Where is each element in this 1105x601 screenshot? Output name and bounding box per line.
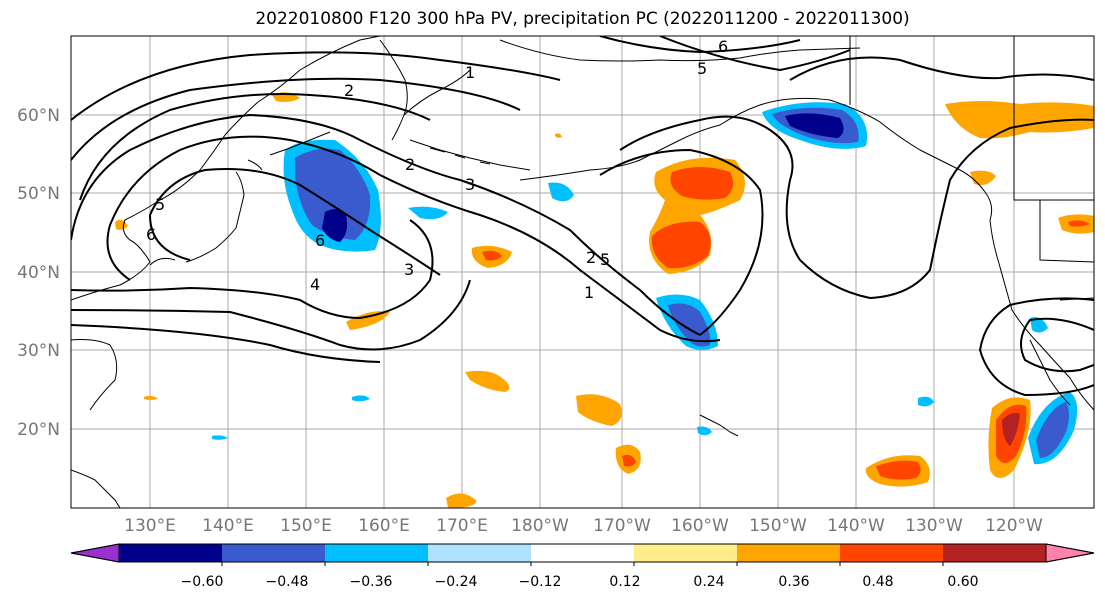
lat-label: 40°N	[17, 263, 60, 283]
colorbar-segment	[840, 544, 944, 562]
lon-label: 180°W	[511, 516, 569, 536]
political-borders	[849, 36, 1094, 301]
lon-label: 160°W	[671, 516, 729, 536]
colorbar-tick-label: −0.12	[519, 574, 562, 590]
map-frame	[70, 35, 1095, 509]
colorbar-tick-label: 0.36	[778, 574, 809, 590]
colorbar-tick-label: −0.24	[435, 574, 478, 590]
colorbar-segment	[737, 544, 841, 562]
contour-label: 2	[344, 81, 354, 100]
colorbar	[70, 543, 1095, 566]
colorbar-segment	[222, 544, 326, 562]
colorbar-extend-max	[1045, 543, 1095, 563]
colorbar-extend-min	[70, 543, 120, 563]
lon-label: 150°E	[280, 516, 332, 536]
contour-labels: 2 1 6 5 5 6 6 2 3 4 3 1 5 2	[146, 37, 728, 302]
colorbar-outline	[70, 543, 1095, 563]
contour-label: 3	[404, 260, 414, 279]
colorbar-tick-label: 0.60	[947, 574, 978, 590]
colorbar-tick-label: −0.36	[350, 574, 393, 590]
longitude-labels: 130°E 140°E 150°E 160°E 170°E 180°W 170°…	[124, 516, 1043, 536]
contour-label: 6	[315, 231, 325, 250]
colorbar-segment	[119, 544, 223, 562]
contour-label: 5	[697, 59, 707, 78]
contour-label: 4	[310, 275, 320, 294]
lon-label: 130°W	[905, 516, 963, 536]
lat-label: 30°N	[17, 341, 60, 361]
colorbar-segment	[325, 544, 429, 562]
pv-contours	[71, 36, 1094, 397]
colorbar-tick-label: −0.48	[266, 574, 309, 590]
colorbar-segment	[428, 544, 532, 562]
contour-label: 2	[586, 248, 596, 267]
lat-label: 20°N	[17, 420, 60, 440]
lon-label: 170°E	[436, 516, 488, 536]
contour-label: 5	[600, 250, 610, 269]
precipitation-shading	[115, 92, 1094, 508]
colorbar-segment	[634, 544, 738, 562]
lon-label: 150°W	[749, 516, 807, 536]
lon-label: 170°W	[593, 516, 651, 536]
colorbar-tick-label: 0.12	[609, 574, 640, 590]
lon-label: 140°W	[827, 516, 885, 536]
colorbar-tick-label: 0.48	[862, 574, 893, 590]
lon-label: 140°E	[202, 516, 254, 536]
colorbar-segment	[531, 544, 635, 562]
lon-label: 130°E	[124, 516, 176, 536]
contour-label: 2	[405, 155, 415, 174]
colorbar-tick-label: 0.24	[693, 574, 724, 590]
contour-label: 6	[146, 225, 156, 244]
colorbar-tick-label: −0.60	[181, 574, 224, 590]
latitude-labels: 60°N 50°N 40°N 30°N 20°N	[17, 106, 60, 440]
lon-label: 160°E	[358, 516, 410, 536]
map-title: 2022010800 F120 300 hPa PV, precipitatio…	[255, 9, 910, 29]
contour-label: 1	[584, 283, 594, 302]
contour-label: 5	[155, 195, 165, 214]
colorbar-segment	[943, 544, 1047, 562]
colorbar-tick-labels: −0.60 −0.48 −0.36 −0.24 −0.12 0.12 0.24 …	[181, 574, 979, 590]
contour-label: 1	[465, 63, 475, 82]
contour-label: 6	[718, 37, 728, 56]
lat-label: 60°N	[17, 106, 60, 126]
contour-label: 3	[465, 175, 475, 194]
lon-label: 120°W	[985, 516, 1043, 536]
lat-label: 50°N	[17, 184, 60, 204]
